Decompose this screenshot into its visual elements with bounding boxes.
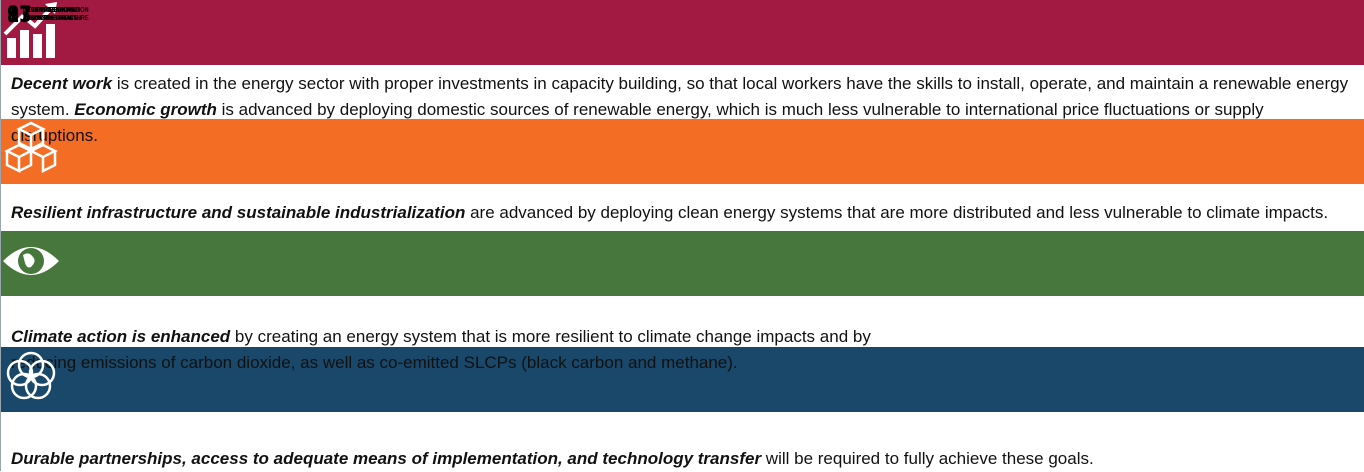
text: is advanced by deploying domestic source…: [11, 100, 1264, 145]
goal-label: PARTNERSHIPS: [31, 5, 75, 14]
icon-cell: 9 INDUSTRY, INNOVATION AND INFRASTRUCTURE: [1, 3, 1364, 184]
goal-number: 8: [7, 3, 20, 28]
row: 13 CLIMATE ACTION Climate action is enhance…: [1, 3, 1364, 372]
text: is created in the energy sector with pro…: [11, 74, 1349, 119]
goal-number: 9: [7, 3, 20, 28]
bold-text: Decent work: [11, 74, 113, 93]
goal-pictogram: [1, 347, 1364, 412]
text-cell: Decent work is created in the energy sec…: [1, 65, 1364, 149]
paragraph-line: Climate action is enhanced by creating a…: [11, 324, 1350, 350]
text-cell: Resilient infrastructure and sustainable…: [1, 184, 1364, 226]
goal-number: 13: [7, 3, 32, 28]
bold-text: Durable partnerships, access to adequate…: [11, 449, 762, 468]
sdg-icon: 17 PARTNERSHIPS FOR THE GOALS: [1, 3, 1364, 412]
text: will be required to fully achieve these …: [761, 449, 1094, 468]
paragraph-line: reducing emissions of carbon dioxide, as…: [11, 350, 1350, 376]
paragraph-line: Decent work is created in the energy sec…: [11, 71, 1350, 149]
goal-pictogram: [1, 119, 1364, 184]
text: are advanced by deploying clean energy s…: [465, 203, 1329, 222]
icon-cell: 17 PARTNERSHIPS FOR THE GOALS: [1, 3, 1364, 412]
icon-cell: 8 DECENT WORK AND ECONOMIC GROWTH: [1, 0, 1364, 65]
text: by creating an energy system that is mor…: [230, 327, 871, 346]
row: 8 DECENT WORK AND ECONOMIC GROWTH Decent wo…: [1, 0, 1364, 145]
goal-label: ECONOMIC GROWTH: [23, 13, 82, 22]
sdg-icon: 8 DECENT WORK AND ECONOMIC GROWTH: [1, 0, 1364, 65]
paragraph-line: Resilient infrastructure and sustainable…: [11, 200, 1350, 226]
goal-label: DECENT WORK AND: [23, 5, 80, 14]
goal-label: ACTION: [31, 13, 53, 22]
text: reducing emissions of carbon dioxide, as…: [11, 353, 738, 372]
row: 17 PARTNERSHIPS FOR THE GOALS Durable partn…: [1, 3, 1364, 468]
goal-label: INDUSTRY, INNOVATION: [23, 5, 89, 14]
bold-text: Climate action is enhanced: [11, 327, 231, 346]
bold-text: Resilient infrastructure and sustainable…: [11, 203, 466, 222]
icon-cell: 13 CLIMATE ACTION: [1, 3, 1364, 296]
sdg-icon: 9 INDUSTRY, INNOVATION AND INFRASTRUCTURE: [1, 3, 1364, 184]
goal-label: FOR THE GOALS: [31, 13, 78, 22]
goal-label: CLIMATE: [31, 5, 56, 14]
text-cell: Climate action is enhanced by creating a…: [1, 296, 1364, 376]
text-cell: Durable partnerships, access to adequate…: [1, 412, 1364, 472]
goal-pictogram: [1, 0, 1364, 65]
goal-number: 17: [7, 3, 32, 28]
sdg-icon: 13 CLIMATE ACTION: [1, 3, 1364, 296]
paragraph-line: Durable partnerships, access to adequate…: [11, 446, 1350, 472]
bold-text: Economic growth: [74, 100, 217, 119]
goal-label: AND INFRASTRUCTURE: [23, 13, 89, 22]
row: 9 INDUSTRY, INNOVATION AND INFRASTRUCTURE R…: [1, 3, 1364, 231]
goal-pictogram: [1, 231, 1364, 296]
